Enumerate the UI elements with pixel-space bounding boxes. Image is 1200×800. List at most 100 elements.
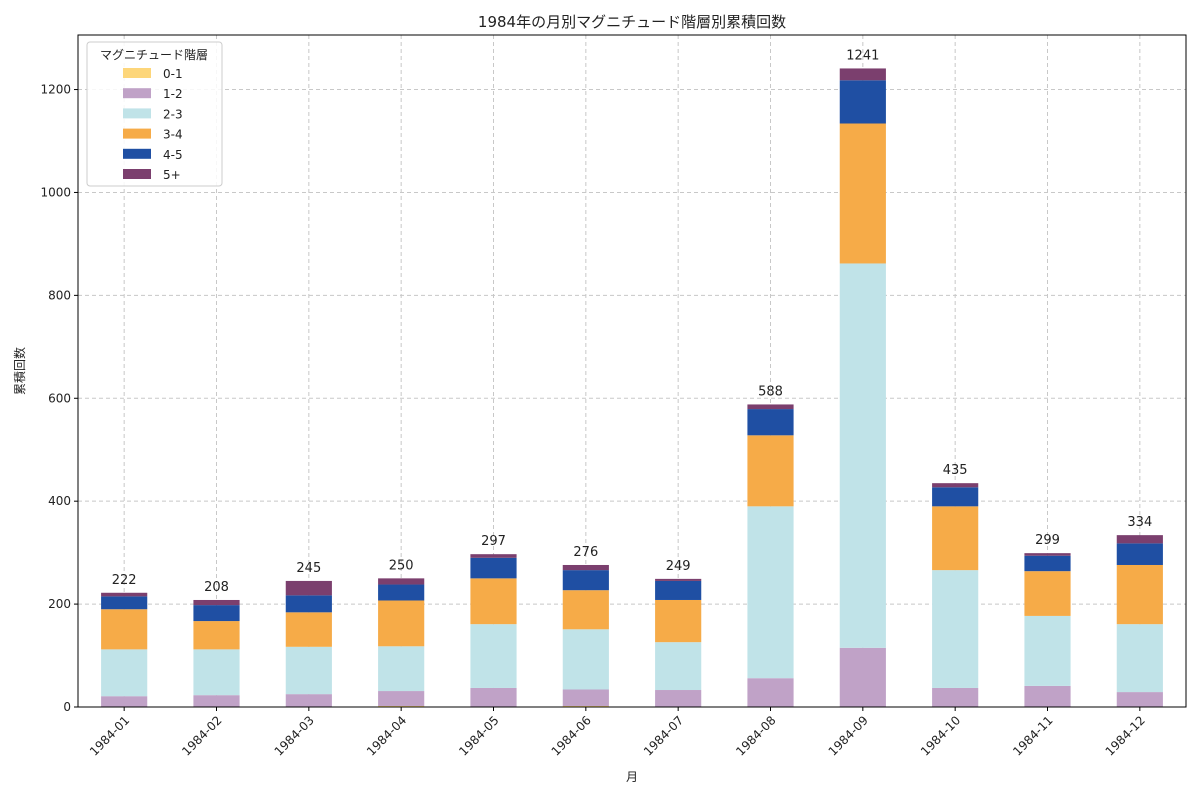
legend-swatch-2-3 bbox=[123, 108, 151, 119]
bar-segment-3-4 bbox=[562, 590, 609, 630]
bar-segment-1-2 bbox=[839, 647, 886, 707]
total-label: 245 bbox=[296, 561, 321, 576]
bar-segment-3-4 bbox=[1116, 564, 1163, 625]
bar-segment-1-2 bbox=[470, 687, 517, 707]
legend-swatch-4-5 bbox=[123, 148, 151, 159]
total-label: 435 bbox=[943, 463, 968, 478]
legend-label: 5+ bbox=[163, 168, 181, 182]
legend-swatch-1-2 bbox=[123, 88, 151, 99]
legend-label: 2-3 bbox=[163, 107, 183, 121]
bar-segment-3-4 bbox=[747, 435, 794, 507]
bar-segment-2-3 bbox=[378, 646, 425, 692]
legend-swatch-5+ bbox=[123, 169, 151, 179]
bar-segment-4-5 bbox=[747, 409, 794, 436]
x-tick-label: 1984-02 bbox=[179, 713, 224, 758]
x-tick-label: 1984-01 bbox=[87, 713, 132, 758]
bar-segment-4-5 bbox=[378, 584, 425, 601]
bar-segment-2-3 bbox=[1024, 615, 1071, 686]
bar-segment-5+ bbox=[285, 580, 332, 596]
x-tick-label: 1984-03 bbox=[272, 713, 317, 758]
bar-segment-5+ bbox=[193, 599, 240, 606]
x-tick-label: 1984-05 bbox=[456, 713, 501, 758]
bar-segment-5+ bbox=[470, 554, 517, 558]
bar-segment-5+ bbox=[562, 564, 609, 571]
total-label: 249 bbox=[666, 559, 691, 574]
total-label: 297 bbox=[481, 534, 506, 549]
bar-segment-3-4 bbox=[1024, 571, 1071, 616]
bar-segment-1-2 bbox=[747, 678, 794, 707]
y-tick-label: 600 bbox=[48, 391, 71, 405]
x-tick-label: 1984-08 bbox=[733, 713, 778, 758]
x-axis-label: 月 bbox=[626, 770, 638, 784]
bar-segment-2-3 bbox=[655, 642, 702, 691]
bar-segment-4-5 bbox=[1116, 543, 1163, 565]
bar-segment-4-5 bbox=[1024, 555, 1071, 572]
y-tick-label: 0 bbox=[63, 700, 71, 714]
bar-segment-2-3 bbox=[470, 624, 517, 688]
plot-frame bbox=[77, 34, 1187, 708]
x-tick-label: 1984-06 bbox=[549, 713, 594, 758]
bar-segment-4-5 bbox=[562, 570, 609, 591]
bar-segment-2-3 bbox=[285, 646, 332, 695]
legend-label: 0-1 bbox=[163, 67, 183, 81]
y-tick-label: 800 bbox=[48, 288, 71, 302]
bar-segment-3-4 bbox=[470, 578, 517, 625]
bar-segment-1-2 bbox=[1116, 692, 1163, 707]
chart-title: 1984年の月別マグニチュード階層別累積回数 bbox=[478, 13, 786, 31]
total-label: 250 bbox=[389, 558, 414, 573]
bar-segment-2-3 bbox=[932, 570, 979, 688]
y-tick-label: 1000 bbox=[40, 185, 71, 199]
bar-segment-0-1 bbox=[378, 705, 425, 707]
bar-segment-4-5 bbox=[839, 80, 886, 124]
legend-label: 1-2 bbox=[163, 87, 183, 101]
bar-segment-4-5 bbox=[470, 557, 517, 579]
bar-segment-3-4 bbox=[378, 600, 425, 647]
bar-segment-2-3 bbox=[562, 629, 609, 690]
total-label: 276 bbox=[573, 545, 598, 560]
bar-segment-2-3 bbox=[839, 263, 886, 648]
total-label: 222 bbox=[112, 573, 137, 588]
legend-box bbox=[86, 41, 223, 187]
bar-segment-2-3 bbox=[101, 649, 148, 697]
y-tick-label: 200 bbox=[48, 597, 71, 611]
bar-segment-5+ bbox=[839, 68, 886, 81]
bar-segment-5+ bbox=[655, 578, 702, 581]
bar-segment-0-1 bbox=[562, 705, 609, 707]
bar-segment-3-4 bbox=[932, 506, 979, 571]
y-tick-label: 1200 bbox=[40, 83, 71, 97]
bar-segment-1-2 bbox=[932, 687, 979, 707]
legend-label: 3-4 bbox=[163, 128, 183, 142]
bar-segment-2-3 bbox=[1116, 624, 1163, 693]
bar-segment-5+ bbox=[378, 578, 425, 585]
bar-segment-4-5 bbox=[101, 596, 148, 610]
total-label: 208 bbox=[204, 580, 229, 595]
bar-segment-1-2 bbox=[101, 696, 148, 707]
legend-swatch-3-4 bbox=[123, 128, 151, 139]
bar-segment-4-5 bbox=[932, 487, 979, 507]
bar-segment-5+ bbox=[932, 483, 979, 488]
total-label: 588 bbox=[758, 384, 783, 399]
bar-segment-4-5 bbox=[193, 605, 240, 622]
bar-segment-3-4 bbox=[285, 612, 332, 647]
y-axis-label: 累積回数 bbox=[12, 347, 27, 395]
bar-segment-1-2 bbox=[1024, 685, 1071, 707]
total-label: 1241 bbox=[846, 48, 879, 63]
bar-segment-3-4 bbox=[193, 621, 240, 650]
x-tick-label: 1984-09 bbox=[826, 713, 871, 758]
x-tick-label: 1984-11 bbox=[1010, 713, 1055, 758]
legend-title: マグニチュード階層 bbox=[100, 47, 208, 62]
bar-segment-2-3 bbox=[747, 506, 794, 679]
total-label: 334 bbox=[1127, 515, 1152, 530]
bar-segment-1-2 bbox=[562, 689, 609, 706]
legend-swatch-0-1 bbox=[123, 68, 151, 78]
bar-segment-3-4 bbox=[655, 599, 702, 643]
bar-segment-1-2 bbox=[655, 690, 702, 707]
x-tick-label: 1984-10 bbox=[918, 713, 963, 758]
bar-segment-2-3 bbox=[193, 649, 240, 696]
bar-segment-1-2 bbox=[193, 695, 240, 707]
bar-segment-5+ bbox=[101, 592, 148, 597]
bar-segment-5+ bbox=[1024, 553, 1071, 556]
bar-segment-1-2 bbox=[285, 694, 332, 707]
